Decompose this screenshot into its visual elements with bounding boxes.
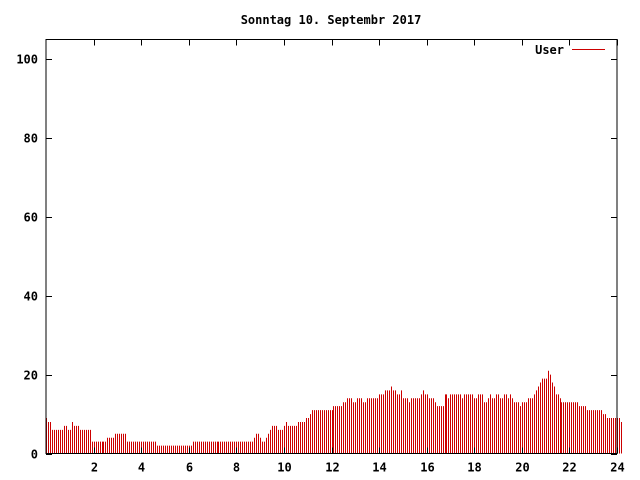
x-tick-label: 24	[610, 461, 624, 475]
y-tick-label: 80	[24, 132, 38, 146]
x-tick-label: 10	[277, 461, 291, 475]
y-axis: 0 20 40 60 80 100	[16, 53, 617, 462]
x-tick-label: 16	[420, 461, 434, 475]
x-tick-label: 4	[138, 461, 145, 475]
x-tick-label: 20	[515, 461, 529, 475]
x-tick-label: 14	[372, 461, 386, 475]
bar-series	[46, 370, 622, 454]
plot-frame	[45, 39, 618, 454]
y-tick-label: 100	[16, 53, 38, 67]
x-tick-label: 12	[325, 461, 339, 475]
x-tick-label: 8	[233, 461, 240, 475]
x-tick-label: 2	[91, 461, 98, 475]
legend: User	[535, 43, 605, 57]
y-tick-label: 60	[24, 211, 38, 225]
x-tick-label: 18	[467, 461, 481, 475]
legend-label: User	[535, 43, 564, 57]
y-tick-label: 20	[24, 369, 38, 383]
y-tick-label: 40	[24, 290, 38, 304]
chart-title: Sonntag 10. Septembr 2017	[241, 13, 422, 27]
y-tick-label: 0	[31, 448, 38, 462]
x-axis: 2 4 6 8 10 12 14 16 18 20 22 24	[91, 39, 625, 475]
x-tick-label: 6	[186, 461, 193, 475]
x-tick-label: 22	[562, 461, 576, 475]
